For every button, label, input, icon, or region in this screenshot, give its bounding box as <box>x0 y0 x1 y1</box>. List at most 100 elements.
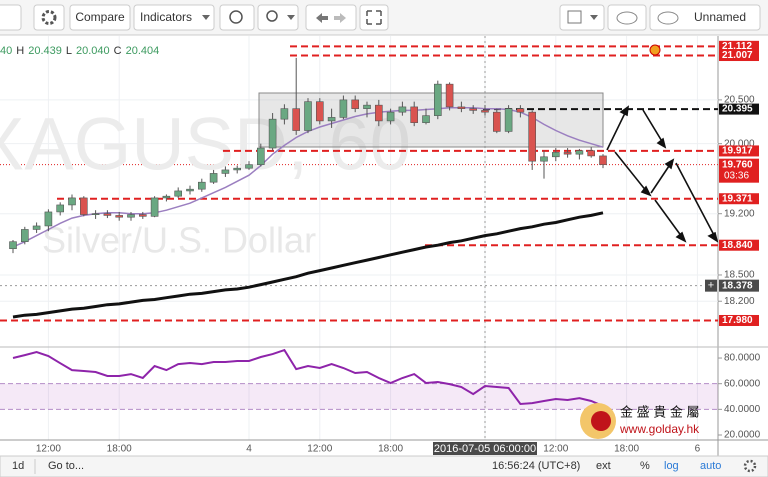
interval-button[interactable] <box>0 4 22 31</box>
y-tick-label: 18.500 <box>724 270 755 281</box>
settings-icon[interactable] <box>743 459 757 473</box>
snapshot-icon <box>567 10 582 24</box>
arrow[interactable] <box>654 199 683 238</box>
arrowhead <box>656 137 667 149</box>
candle-body <box>233 167 241 171</box>
level-label: 21.112 <box>722 41 752 52</box>
candle-body <box>563 152 572 155</box>
status-bar <box>0 455 768 477</box>
fullscreen-icon <box>366 10 382 25</box>
auto-button[interactable]: auto <box>700 460 721 472</box>
candle-body <box>374 104 383 122</box>
ext-button[interactable]: ext <box>596 460 611 472</box>
arrowhead <box>664 158 675 170</box>
logo-url: www.golday.hk <box>619 422 700 436</box>
candle-body <box>386 111 395 122</box>
save-button[interactable] <box>649 4 761 31</box>
candle-body <box>280 108 289 120</box>
undo-icon <box>316 13 328 23</box>
range-button[interactable]: 1d <box>12 460 24 472</box>
logo: 金 盛 貴 金 屬 www.golday.hk <box>580 403 700 439</box>
candle-body <box>9 241 17 250</box>
candle-body <box>551 152 560 158</box>
arrowhead <box>619 105 630 117</box>
level-label: 21.007 <box>722 50 753 61</box>
settings-button[interactable] <box>33 4 65 31</box>
x-tick-label: 12:00 <box>307 444 332 455</box>
arrows[interactable] <box>606 105 719 243</box>
percent-button[interactable]: % <box>640 460 650 472</box>
x-tick-label: 18:00 <box>614 444 639 455</box>
alert-button[interactable] <box>219 4 255 31</box>
level-label-box <box>719 103 759 115</box>
arrow[interactable] <box>675 162 716 238</box>
cloud-icon <box>616 11 638 25</box>
arrow[interactable] <box>614 151 648 193</box>
x-tick-label: 18:00 <box>107 444 132 455</box>
candle-body <box>433 83 442 116</box>
candle-body <box>186 188 194 192</box>
level-label: 20.395 <box>722 104 753 115</box>
compare-button[interactable] <box>69 4 131 31</box>
undo-redo-button[interactable] <box>305 4 357 31</box>
legend-text: 20.404 <box>126 45 160 57</box>
goto-button[interactable]: Go to... <box>48 460 84 472</box>
y-tick-label: 19.200 <box>724 208 755 219</box>
level-label: 19.371 <box>722 193 753 204</box>
level-label-box <box>719 50 759 62</box>
crosshair-time-box <box>433 442 537 455</box>
last-price-label: 19.760 <box>722 159 753 170</box>
arrow[interactable] <box>606 110 627 151</box>
level-label: 18.840 <box>722 240 753 251</box>
x-tick-label: 12:00 <box>36 444 61 455</box>
watermark-description: Silver/U.S. Dollar <box>42 220 316 261</box>
candle-body <box>174 190 182 197</box>
candle-body <box>575 150 584 155</box>
arrow[interactable] <box>642 109 664 144</box>
candle-body <box>469 108 478 111</box>
legend-text: 20.040 <box>76 45 110 57</box>
log-button[interactable]: log <box>664 460 679 472</box>
level-label: 17.980 <box>722 315 753 326</box>
legend-text: 40 <box>0 45 12 57</box>
x-tick-label: 6 <box>695 444 701 455</box>
rsi-tick-label: 20.0000 <box>724 430 761 441</box>
candle-body <box>198 181 206 190</box>
arrow[interactable] <box>650 162 672 194</box>
candle-body <box>20 229 29 243</box>
candle-body <box>327 117 336 122</box>
indicators-button[interactable] <box>133 4 215 31</box>
arrowhead <box>707 231 719 243</box>
snapshot-button[interactable] <box>559 4 605 31</box>
cloud-icon <box>657 11 679 25</box>
x-tick-label: 12:00 <box>543 444 568 455</box>
legend: 40 H 20.439 L 20.040 C 20.404 <box>0 45 159 57</box>
candle-body <box>445 83 454 108</box>
last-price-box <box>719 158 759 183</box>
bulb-icon <box>266 10 278 22</box>
plus-icon: + <box>708 280 714 292</box>
level-label-box <box>719 314 759 326</box>
logo-title: 金 盛 貴 金 屬 <box>620 404 699 419</box>
candle-body <box>587 150 596 157</box>
legend-text: H <box>16 45 24 57</box>
candle-body <box>56 204 65 213</box>
rsi-tick-label: 60.0000 <box>724 378 761 389</box>
candle-body <box>516 108 525 113</box>
dropdown-icon <box>287 15 295 20</box>
load-button[interactable] <box>607 4 647 31</box>
candle-body <box>315 101 324 122</box>
candle-body <box>44 211 53 227</box>
fullscreen-button[interactable] <box>359 4 389 31</box>
level-label-box <box>719 193 759 205</box>
compare-label: Compare <box>75 10 125 24</box>
idea-button[interactable] <box>257 4 299 31</box>
rsi-tick-label: 80.0000 <box>724 353 761 364</box>
dropdown-icon <box>590 15 598 20</box>
y-tick-label: 20.000 <box>724 138 755 149</box>
arrowhead <box>675 231 687 243</box>
moving-average <box>12 211 604 319</box>
plus-button <box>705 279 717 292</box>
